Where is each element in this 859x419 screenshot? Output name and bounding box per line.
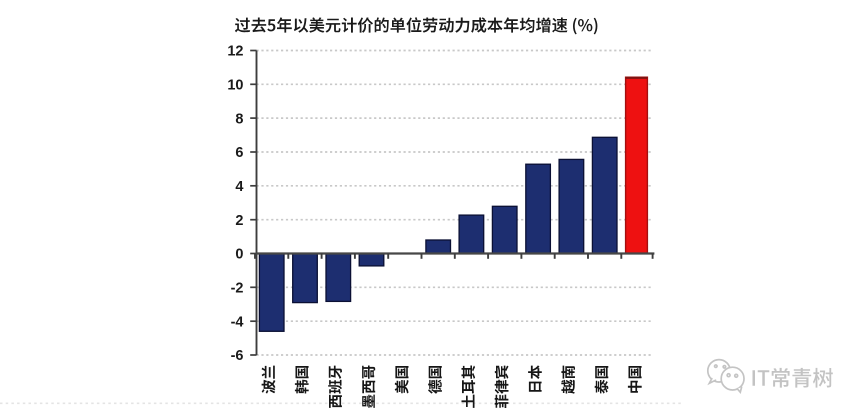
svg-text:-4: -4 — [231, 314, 244, 330]
svg-text:2: 2 — [235, 213, 243, 229]
svg-text:-2: -2 — [231, 281, 244, 297]
svg-text:10: 10 — [227, 78, 243, 94]
svg-text:12: 12 — [227, 44, 243, 60]
svg-text:-6: -6 — [231, 348, 244, 364]
svg-text:0: 0 — [235, 247, 243, 263]
svg-text:4: 4 — [235, 179, 243, 195]
svg-text:6: 6 — [235, 145, 243, 161]
svg-text:8: 8 — [235, 111, 243, 127]
